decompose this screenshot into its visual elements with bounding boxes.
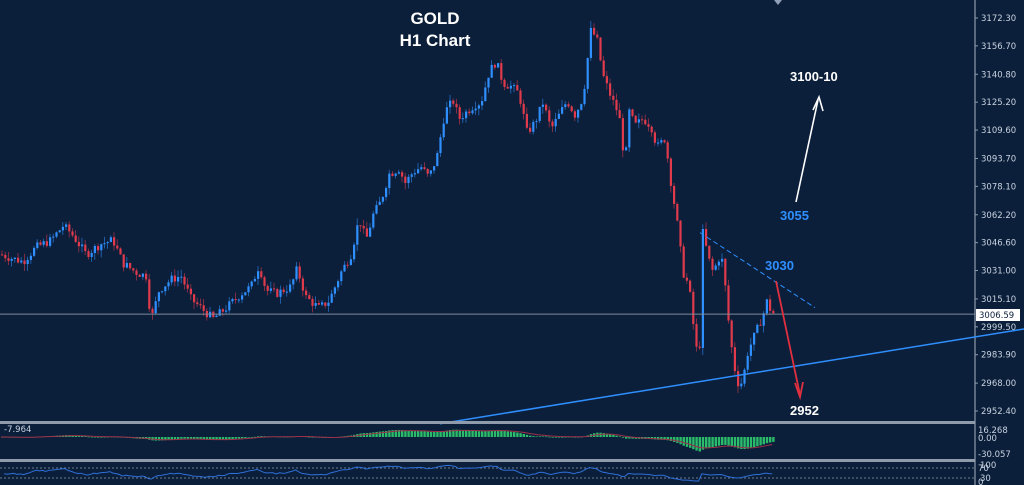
chart-title-symbol: GOLD [410, 9, 460, 28]
price-tick-label: 3125.20 [981, 98, 1016, 108]
rsi-panel-top-separator [0, 459, 975, 462]
target-down-label: 2952 [790, 403, 819, 418]
price-tick-label: 3062.20 [981, 211, 1016, 221]
price-tick-label: 3109.60 [981, 126, 1016, 136]
price-tick-label: 3015.10 [981, 295, 1016, 305]
macd-value-label: -7.964 [4, 425, 31, 435]
chart-title-timeframe: H1 Chart [399, 31, 471, 50]
rsi-30-label: 30 [980, 474, 991, 484]
level-3030-label: 3030 [765, 258, 794, 273]
price-tick-label: 2999.50 [981, 323, 1016, 333]
macd-zero-label: 0.00 [978, 434, 997, 444]
macd-indicator-panel [0, 429, 775, 452]
price-axis: 3172.30 3156.70 3140.80 3125.20 3109.60 3093.… [975, 14, 1016, 417]
candlestick-series [1, 21, 775, 393]
price-tick-label: 2968.00 [981, 379, 1016, 389]
scroll-marker-icon [774, 0, 782, 5]
bearish-scenario-arrow [775, 280, 804, 401]
price-tick-label: 3078.10 [981, 182, 1016, 192]
rsi-70-label: 70 [978, 464, 989, 474]
price-tick-label: 2952.40 [981, 407, 1016, 417]
target-up-label: 3100-10 [790, 69, 838, 84]
price-tick-label: 3172.30 [981, 14, 1016, 24]
rising-support-trendline[interactable] [439, 328, 1024, 425]
current-price-tag-text: 3006.59 [979, 311, 1014, 321]
price-tick-label: 3046.60 [981, 239, 1016, 249]
macd-bottom-label: -30.057 [978, 450, 1011, 460]
price-tick-label: 3140.80 [981, 70, 1016, 80]
falling-resistance-trendline[interactable] [699, 232, 816, 309]
rsi-100-label: 100 [980, 461, 996, 471]
rsi-0-label: 0 [978, 478, 983, 485]
level-3055-label: 3055 [780, 208, 809, 223]
macd-panel-top-separator [0, 421, 975, 424]
current-price-tag [976, 309, 1020, 321]
macd-top-label: 16.268 [978, 426, 1008, 436]
price-tick-label: 2983.90 [981, 351, 1016, 361]
bullish-scenario-arrow [795, 94, 824, 203]
price-tick-label: 3156.70 [981, 42, 1016, 52]
rsi-line [4, 464, 773, 482]
chart-title: GOLD H1 Chart [370, 8, 500, 52]
price-tick-label: 3031.00 [981, 267, 1016, 277]
price-tick-label: 3093.70 [981, 154, 1016, 164]
